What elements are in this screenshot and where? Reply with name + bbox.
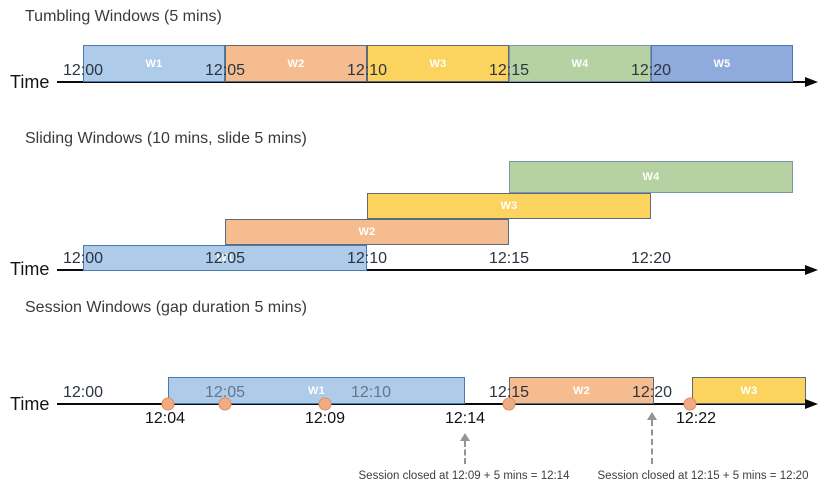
- event-dot: [502, 397, 516, 411]
- tick-label: 12:15: [488, 62, 530, 79]
- tick-label: 12:10: [346, 62, 388, 79]
- window-label: W2: [287, 57, 305, 70]
- event-dot: [218, 397, 232, 411]
- event-dot: [683, 397, 697, 411]
- timeline: [57, 269, 808, 271]
- tick-label: 12:15: [488, 384, 530, 401]
- tick-label: 12:20: [630, 250, 672, 267]
- sliding-section-title: Sliding Windows (10 mins, slide 5 mins): [25, 130, 307, 147]
- timeline: [57, 403, 808, 405]
- tick-label: 12:10: [346, 250, 388, 267]
- session-close-annotation: Session closed at 12:15 + 5 mins = 12:20: [597, 470, 809, 482]
- tick-label: 12:00: [62, 250, 104, 267]
- window-label: W1: [145, 57, 163, 70]
- sliding-window-w3: W3: [367, 193, 651, 219]
- timeline-arrowhead-icon: [805, 265, 818, 275]
- axis-label-time: Time: [10, 72, 50, 92]
- dashed-arrow-line: [464, 441, 466, 464]
- tick-label: 12:00: [62, 62, 104, 79]
- axis-label-time: Time: [10, 259, 50, 279]
- event-time-label: 12:22: [675, 410, 717, 427]
- sliding-window-w4: W4: [509, 161, 793, 193]
- session-close-annotation: Session closed at 12:09 + 5 mins = 12:14: [358, 470, 570, 482]
- tick-label: 12:05: [204, 384, 246, 401]
- dashed-up-arrowhead-icon: [460, 433, 470, 441]
- session-window-w2: W2: [509, 377, 654, 404]
- window-label: W1: [216, 252, 234, 264]
- timeline-arrowhead-icon: [805, 399, 818, 409]
- tumbling-window-w5: W5: [651, 45, 793, 82]
- tick-label: 12:05: [204, 250, 246, 267]
- session-section-title: Session Windows (gap duration 5 mins): [25, 299, 307, 316]
- sliding-window-w2: W2: [225, 219, 509, 245]
- tick-label: 12:10: [350, 384, 392, 401]
- window-label: W3: [429, 57, 447, 70]
- tumbling-section-title: Tumbling Windows (5 mins): [25, 8, 222, 25]
- tick-label: 12:05: [204, 62, 246, 79]
- window-label: W2: [572, 384, 591, 397]
- window-label: W3: [500, 200, 518, 212]
- tick-label: 12:00: [62, 384, 104, 401]
- event-dot: [161, 397, 175, 411]
- dashed-up-arrowhead-icon: [647, 412, 657, 420]
- session-window-w1: W1: [168, 377, 465, 404]
- window-label: W4: [571, 57, 589, 70]
- tumbling-window-w2: W2: [225, 45, 367, 82]
- sliding-window-w1: W1: [83, 245, 367, 271]
- window-label: W1: [307, 384, 326, 397]
- window-label: W3: [740, 384, 758, 397]
- event-time-label: 12:14: [444, 410, 486, 427]
- axis-label-time: Time: [10, 394, 50, 414]
- timeline-arrowhead-icon: [805, 77, 818, 87]
- tick-label: 12:20: [630, 62, 672, 79]
- tick-label: 12:15: [488, 250, 530, 267]
- timeline: [57, 81, 808, 83]
- window-label: W4: [642, 171, 660, 183]
- tumbling-window-w4: W4: [509, 45, 651, 82]
- tumbling-window-w1: W1: [83, 45, 225, 82]
- event-time-label: 12:04: [144, 410, 186, 427]
- dashed-arrow-line: [651, 420, 653, 464]
- window-label: W2: [358, 226, 376, 238]
- event-time-label: 12:09: [304, 410, 346, 427]
- event-dot: [318, 397, 332, 411]
- tick-label: 12:20: [631, 384, 673, 401]
- session-window-w3: W3: [692, 377, 806, 404]
- window-label: W5: [713, 57, 731, 70]
- tumbling-window-w3: W3: [367, 45, 509, 82]
